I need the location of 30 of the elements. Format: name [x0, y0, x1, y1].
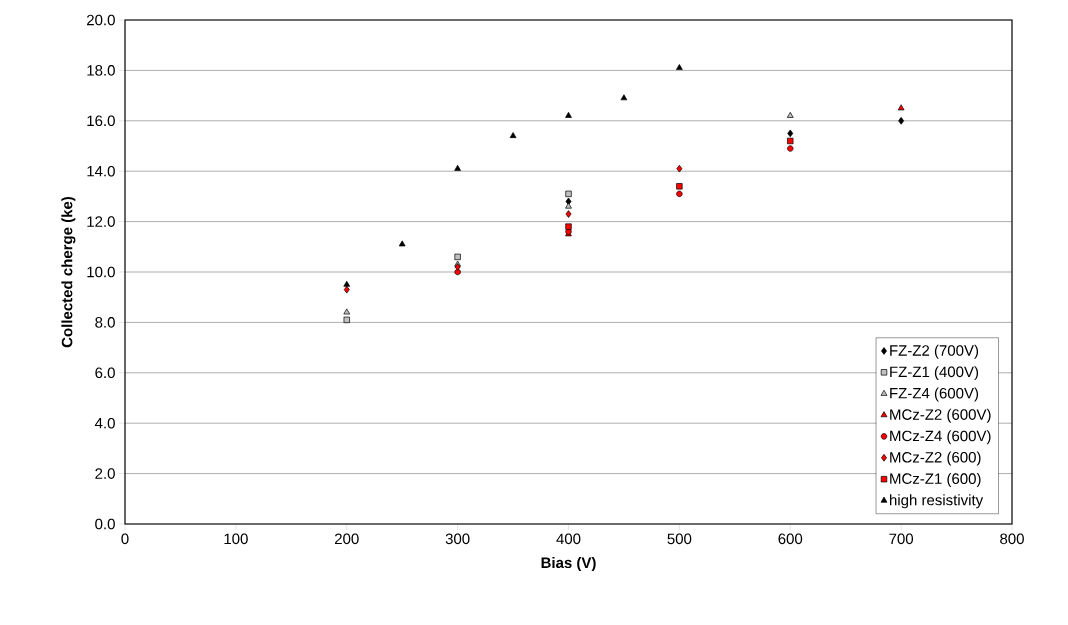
x-tick-label: 800	[1000, 533, 1024, 545]
x-tick-label: 300	[445, 533, 470, 545]
x-tick-label: 700	[889, 533, 914, 545]
x-tick-label: 0	[121, 533, 129, 545]
y-tick-label: 14.0	[87, 165, 115, 177]
y-tick-label: 10.0	[87, 266, 115, 278]
legend-label: FZ-Z4 (600V)	[890, 387, 979, 402]
x-tick-label: 600	[778, 533, 803, 545]
legend-label: MCz-Z2 (600)	[890, 451, 981, 466]
legend-label: MCz-Z1 (600)	[890, 472, 981, 487]
legend-label: MCz-Z2 (600V)	[890, 408, 991, 423]
x-tick-label: 500	[667, 533, 692, 545]
legend-label: FZ-Z2 (700V)	[890, 344, 979, 359]
x-tick-label: 100	[224, 533, 248, 545]
y-axis-title: Collected cherge (ke)	[61, 196, 76, 348]
y-tick-label: 12.0	[87, 216, 115, 227]
y-tick-label: 2.0	[95, 468, 115, 479]
legend-label: FZ-Z1 (400V)	[890, 366, 979, 381]
y-tick-label: 18.0	[87, 65, 115, 76]
x-tick-label: 400	[556, 533, 581, 545]
y-tick-label: 16.0	[87, 115, 115, 127]
legend-label: high resistivity	[890, 494, 984, 509]
y-tick-label: 20.0	[87, 14, 115, 26]
y-tick-label: 6.0	[95, 367, 115, 379]
legend-label: MCz-Z4 (600V)	[890, 430, 991, 445]
x-axis-title: Bias (V)	[541, 557, 596, 571]
y-tick-label: 0.0	[95, 518, 115, 530]
x-tick-label: 200	[334, 533, 359, 545]
y-tick-label: 4.0	[94, 417, 115, 429]
y-tick-label: 8.0	[95, 317, 115, 328]
